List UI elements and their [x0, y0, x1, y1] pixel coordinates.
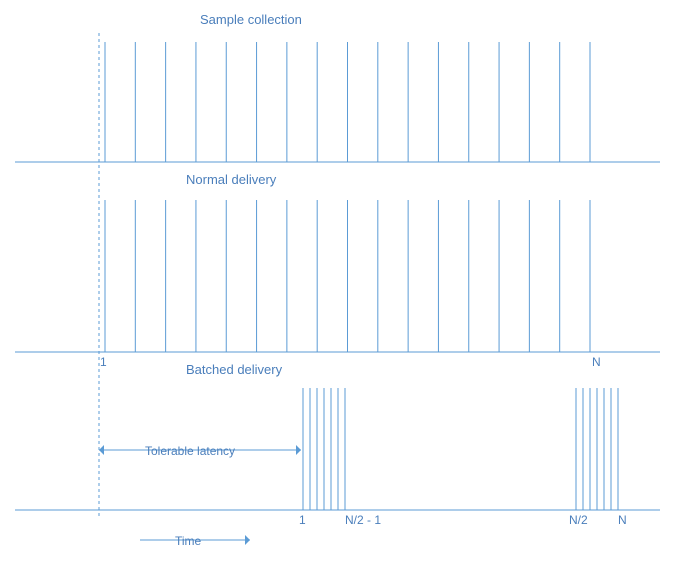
sample-collection-title: Sample collection [200, 12, 302, 27]
tolerable-latency-arrow-left [99, 445, 104, 455]
tolerable-latency-label: Tolerable latency [145, 444, 235, 458]
batched-label-n: N [618, 513, 627, 527]
timing-diagram: Sample collection Normal delivery 1 N Batche… [0, 0, 683, 568]
normal-delivery-label-n: N [592, 355, 601, 369]
batched-delivery-title: Batched delivery [186, 362, 283, 377]
time-arrow-head [245, 535, 250, 545]
normal-delivery-label-1: 1 [100, 355, 107, 369]
batched-label-n2minus1: N/2 - 1 [345, 513, 381, 527]
time-label: Time [175, 534, 202, 548]
batched-label-n2: N/2 [569, 513, 588, 527]
tolerable-latency-arrow-right [296, 445, 301, 455]
batched-label-1: 1 [299, 513, 306, 527]
normal-delivery-title: Normal delivery [186, 172, 277, 187]
